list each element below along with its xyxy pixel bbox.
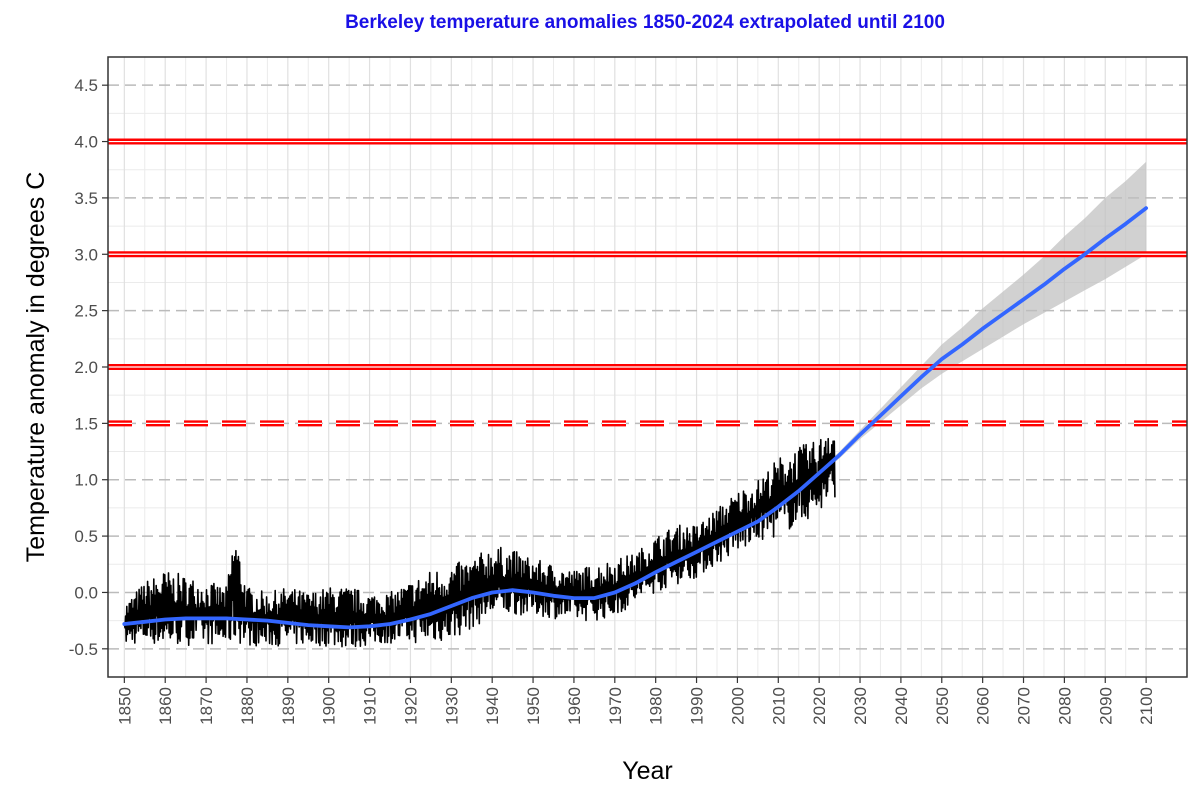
y-axis-title: Temperature anomaly in degrees C xyxy=(22,172,50,562)
smoothed-trend-line xyxy=(122,206,1148,630)
y-tick-label: 4.5 xyxy=(74,76,98,95)
x-tick-label: 2020 xyxy=(810,687,829,725)
x-tick-label: 2080 xyxy=(1055,687,1074,725)
x-tick-label: 1940 xyxy=(483,687,502,725)
y-tick-label: 1.0 xyxy=(74,471,98,490)
smoothed-trend-layer xyxy=(122,206,1148,630)
monthly-anomaly-series-layer xyxy=(123,437,836,648)
x-tick-label: 2030 xyxy=(851,687,870,725)
y-tick-label: 3.0 xyxy=(74,245,98,264)
x-tick-label: 1870 xyxy=(197,687,216,725)
x-tick-label: 1850 xyxy=(115,687,134,725)
chart-title: Berkeley temperature anomalies 1850-2024… xyxy=(345,12,945,33)
x-tick-label: 2060 xyxy=(974,687,993,725)
x-tick-label: 1970 xyxy=(606,687,625,725)
x-tick-label: 1920 xyxy=(401,687,420,725)
x-tick-label: 1860 xyxy=(156,687,175,725)
x-tick-label: 1880 xyxy=(238,687,257,725)
y-tick-label: 2.5 xyxy=(74,302,98,321)
x-tick-label: 1910 xyxy=(361,687,380,725)
x-tick-label: 1960 xyxy=(565,687,584,725)
y-tick-label: 3.5 xyxy=(74,189,98,208)
x-tick-label: 2010 xyxy=(769,687,788,725)
threshold-lines xyxy=(108,138,1187,427)
axes: -0.5 0.0 0.5 1.0 1.5 2.0 2.5 3.0 3.5 4.0 4.5 1850 18… xyxy=(69,76,1156,725)
x-tick-label: 1980 xyxy=(647,687,666,725)
monthly-anomaly-line xyxy=(123,437,836,648)
x-tick-label: 1890 xyxy=(279,687,298,725)
x-tick-label: 2040 xyxy=(892,687,911,725)
x-tick-label: 1990 xyxy=(688,687,707,725)
x-tick-label: 2000 xyxy=(728,687,747,725)
y-tick-label: 1.5 xyxy=(74,414,98,433)
x-axis-title: Year xyxy=(622,757,673,785)
y-tick-label: 0.5 xyxy=(74,527,98,546)
y-tick-label: 0.0 xyxy=(74,583,98,602)
x-tick-label: 1930 xyxy=(442,687,461,725)
x-tick-label: 2100 xyxy=(1137,687,1156,725)
x-tick-label: 2050 xyxy=(933,687,952,725)
y-tick-label: -0.5 xyxy=(69,640,98,659)
x-tick-label: 1900 xyxy=(320,687,339,725)
x-tick-label: 2090 xyxy=(1096,687,1115,725)
y-tick-label: 2.0 xyxy=(74,358,98,377)
x-tick-label: 2070 xyxy=(1015,687,1034,725)
y-tick-label: 4.0 xyxy=(74,133,98,152)
x-tick-label: 1950 xyxy=(524,687,543,725)
